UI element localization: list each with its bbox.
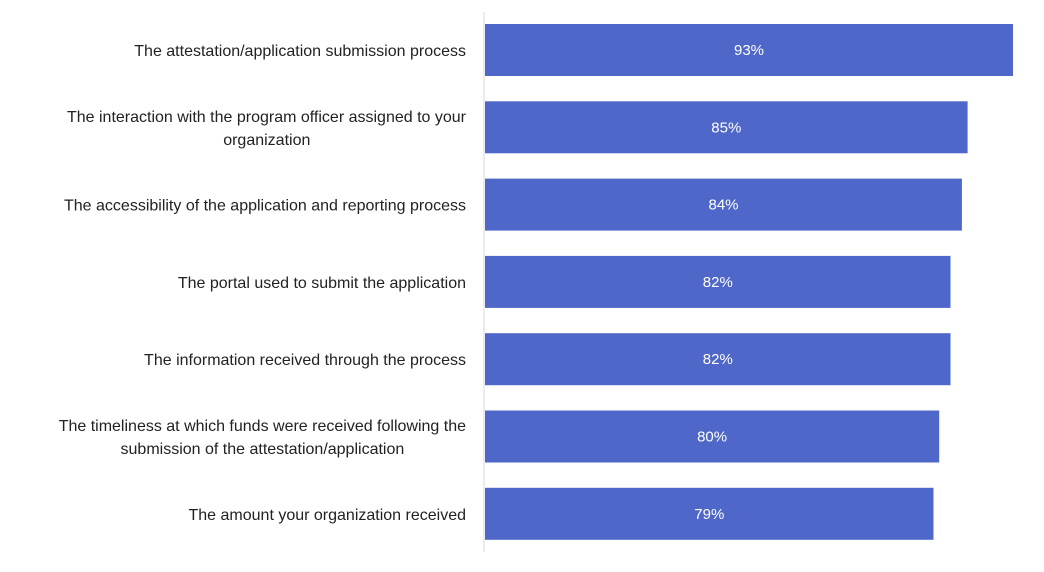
bars-layer: 93% 85% 84% 82% 82% 80% 79% <box>485 24 1013 540</box>
category-label-6-line-1: The timeliness at which funds were recei… <box>59 418 466 435</box>
bar-value-label-7: 79% <box>694 506 724 523</box>
bar-value-label-3: 84% <box>708 197 738 214</box>
bar-7 <box>485 487 934 540</box>
category-labels-layer: The attestation/application submission p… <box>59 43 467 524</box>
category-label-5: The information received through the pro… <box>144 352 466 369</box>
bar-value-label-6: 80% <box>697 429 727 446</box>
bar-1 <box>485 24 1013 76</box>
bar-4 <box>485 255 951 308</box>
category-label-2-line-1: The interaction with the program officer… <box>67 109 467 126</box>
bar-3 <box>485 178 962 231</box>
category-label-1: The attestation/application submission p… <box>134 43 466 60</box>
bar-value-label-4: 82% <box>703 274 733 291</box>
bar-value-label-1: 93% <box>734 42 764 59</box>
category-label-6-line-2: submission of the attestation/applicatio… <box>121 441 405 458</box>
bar-2 <box>485 101 968 154</box>
category-label-4: The portal used to submit the applicatio… <box>178 275 466 292</box>
bar-6 <box>485 410 940 463</box>
bar-value-label-5: 82% <box>703 351 733 368</box>
bar-5 <box>485 333 951 386</box>
category-label-3: The accessibility of the application and… <box>64 198 466 215</box>
category-label-7: The amount your organization received <box>189 507 467 524</box>
category-label-2-line-2: organization <box>223 132 310 149</box>
bar-value-label-2: 85% <box>711 119 741 136</box>
